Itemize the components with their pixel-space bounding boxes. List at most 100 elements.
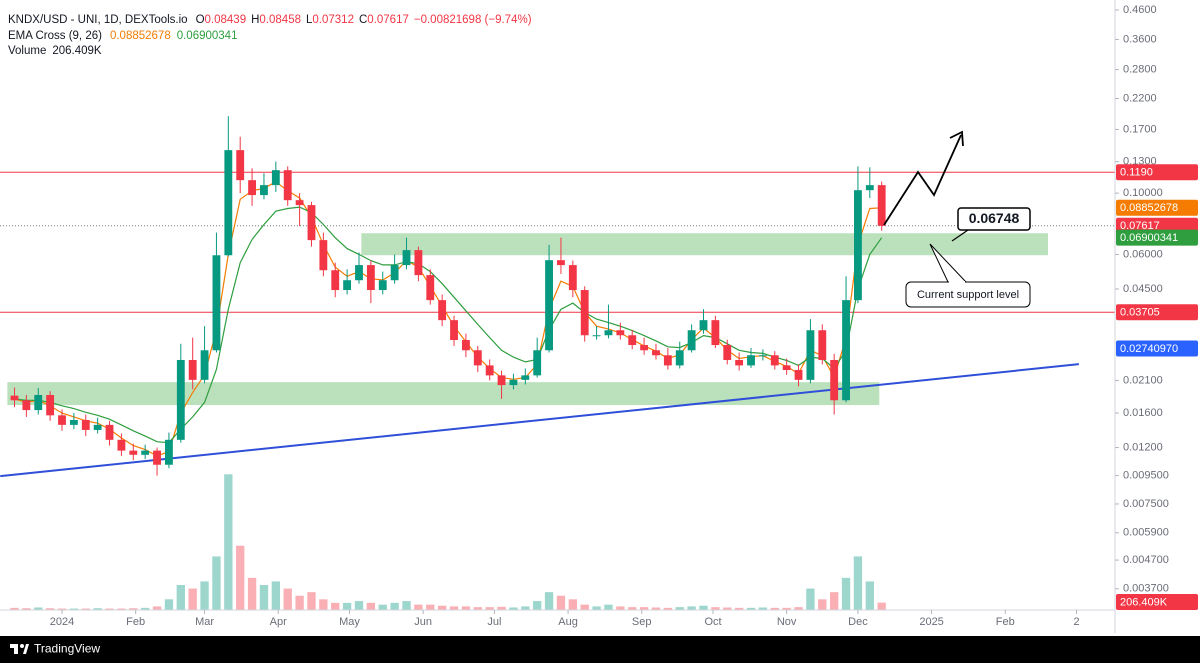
volume-bar bbox=[449, 606, 459, 610]
callout-box bbox=[905, 281, 1031, 308]
candle-body bbox=[69, 420, 78, 425]
candle-body bbox=[842, 300, 850, 401]
candle-body bbox=[271, 170, 280, 186]
volume-bar bbox=[224, 474, 233, 610]
candle-body bbox=[818, 330, 827, 360]
volume-bar bbox=[426, 604, 435, 610]
volume-bar bbox=[651, 607, 661, 610]
callout-text: Current support level bbox=[917, 289, 1019, 301]
candle-body bbox=[865, 185, 874, 191]
x-tick-label: 2 bbox=[1073, 616, 1079, 628]
volume-bar bbox=[877, 602, 886, 610]
volume-bar bbox=[723, 607, 732, 610]
y-tick-label: 0.3600 bbox=[1123, 33, 1157, 45]
x-tick-label: Aug bbox=[558, 616, 578, 628]
axis-price-tag bbox=[1116, 164, 1198, 181]
trendline bbox=[0, 363, 1079, 478]
legend-main: KNDX/USD - UNI, 1D, DEXTools.io O0.08439 H… bbox=[8, 14, 532, 26]
x-tick-label: Feb bbox=[126, 616, 145, 628]
candle-body bbox=[699, 320, 708, 331]
volume-bar bbox=[746, 607, 756, 610]
volume-bar bbox=[734, 607, 744, 610]
volume-bar bbox=[319, 599, 328, 610]
volume-bar bbox=[34, 607, 43, 610]
volume-bar bbox=[354, 601, 364, 610]
candle-body bbox=[473, 350, 482, 366]
candle-body bbox=[770, 355, 779, 366]
candle-body bbox=[592, 335, 601, 337]
candle-body bbox=[176, 359, 185, 440]
candle-body bbox=[545, 260, 553, 351]
volume-bar bbox=[461, 606, 471, 610]
y-tick-label: 0.1700 bbox=[1123, 123, 1157, 135]
ohlc-value: 0.07617 bbox=[367, 14, 409, 26]
candle-body bbox=[355, 265, 363, 281]
axis-volume-tag bbox=[1116, 594, 1198, 610]
candle-body bbox=[806, 330, 815, 380]
candle-body bbox=[378, 280, 387, 291]
candle-body bbox=[22, 400, 31, 411]
volume-bar bbox=[580, 604, 589, 610]
x-tick-label: Dec bbox=[848, 616, 868, 628]
candle-body bbox=[200, 350, 209, 380]
volume-bar bbox=[271, 581, 280, 610]
axis-price-tag bbox=[1116, 340, 1198, 357]
volume-bar bbox=[592, 606, 601, 610]
candle-body bbox=[331, 270, 340, 291]
volume-bar bbox=[497, 606, 506, 610]
x-tick-label: Nov bbox=[777, 616, 797, 628]
x-tick-label: Oct bbox=[704, 616, 721, 628]
candle-body bbox=[93, 424, 102, 430]
candle-body bbox=[854, 190, 862, 301]
x-tick-label: Apr bbox=[270, 616, 287, 628]
candle-body bbox=[663, 355, 672, 366]
candle-body bbox=[319, 240, 328, 271]
candle-body bbox=[782, 365, 791, 371]
ohlc-key: C bbox=[359, 14, 367, 26]
candle-body bbox=[295, 200, 304, 206]
y-tick-label: 0.06000 bbox=[1123, 248, 1163, 260]
footer-brand: TradingView bbox=[34, 642, 100, 656]
candle-body bbox=[283, 170, 292, 201]
volume-label: Volume bbox=[8, 45, 46, 57]
volume-bar bbox=[236, 545, 245, 610]
volume-bar bbox=[711, 607, 720, 610]
candle-body bbox=[485, 365, 494, 376]
volume-bar bbox=[81, 608, 90, 610]
candle-body bbox=[711, 320, 720, 346]
axis-price-label: 0.1190 bbox=[1120, 167, 1153, 179]
volume-bar bbox=[212, 556, 221, 610]
candle-body bbox=[533, 350, 542, 376]
support-zone bbox=[361, 233, 1049, 256]
volume-bar bbox=[675, 607, 684, 610]
axis-price-tag bbox=[1116, 304, 1198, 321]
x-tick-label: 2024 bbox=[50, 616, 74, 628]
volume-bar bbox=[806, 588, 815, 610]
candle-body bbox=[188, 359, 197, 380]
volume-bar bbox=[57, 608, 67, 610]
candle-body bbox=[640, 345, 649, 351]
ohlc-key: O bbox=[196, 14, 205, 26]
candle-body bbox=[117, 439, 126, 451]
plot-area bbox=[0, 116, 1115, 610]
candle-body bbox=[580, 290, 589, 336]
candle-body bbox=[521, 375, 530, 380]
volume-bar bbox=[865, 581, 874, 610]
candle-body bbox=[628, 335, 637, 346]
volume-bar bbox=[414, 604, 423, 610]
volume-bar bbox=[521, 606, 530, 610]
candle-body bbox=[426, 275, 435, 301]
axis-price-label: 0.07617 bbox=[1120, 220, 1160, 232]
ema-fast-value: 0.08852678 bbox=[110, 30, 171, 42]
candle-body bbox=[236, 150, 245, 181]
candle-body bbox=[616, 330, 625, 336]
candle-body bbox=[758, 355, 767, 357]
volume-bar bbox=[129, 608, 138, 610]
candle-body bbox=[390, 265, 399, 281]
volume-bar bbox=[509, 607, 518, 610]
volume-bar bbox=[841, 577, 851, 610]
projection-arrow bbox=[883, 134, 962, 226]
volume-bar bbox=[307, 592, 316, 610]
volume-bar bbox=[200, 581, 209, 610]
